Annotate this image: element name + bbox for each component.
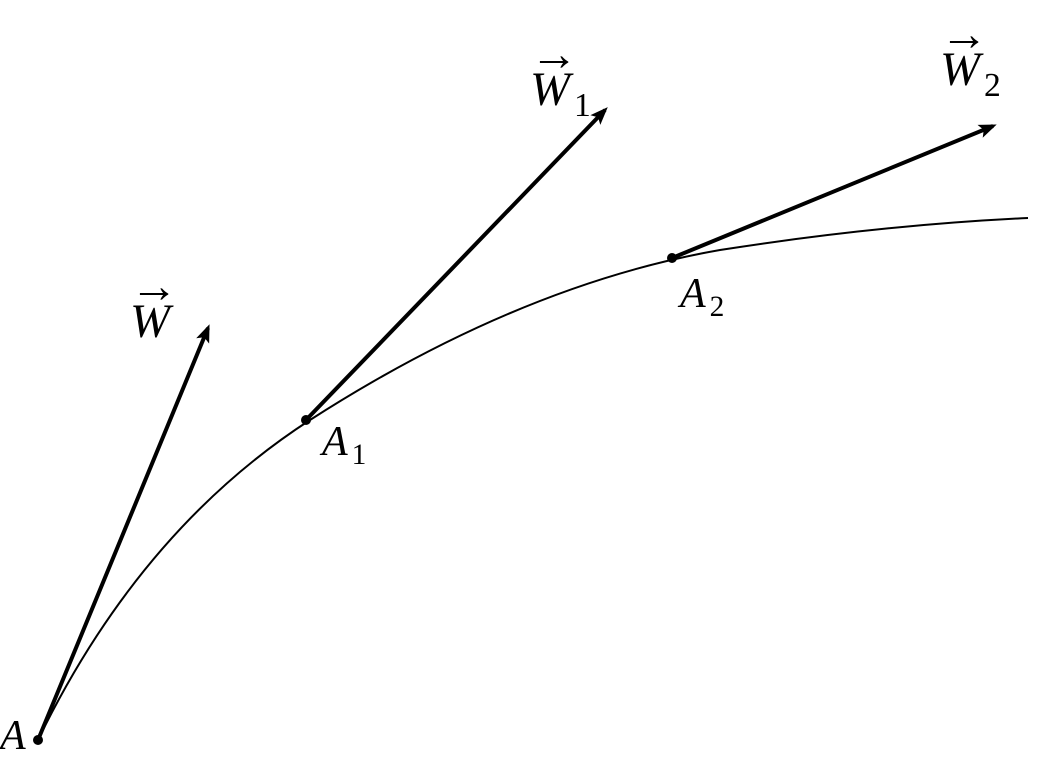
label-w2-arrow: → <box>940 28 1001 42</box>
label-w1-text: W <box>530 63 570 116</box>
label-w1-sub: 1 <box>574 87 591 124</box>
diagram-svg <box>0 0 1050 776</box>
vector-w1 <box>306 110 605 420</box>
label-w: → W <box>130 280 176 349</box>
label-w-text: W <box>130 295 170 348</box>
label-w2: → W2 <box>940 28 1001 105</box>
vector-w <box>38 328 208 740</box>
label-w1-arrow: → <box>530 48 591 62</box>
trajectory-curve <box>38 218 1028 740</box>
label-a1-text: A <box>322 419 348 465</box>
point-a <box>33 735 43 745</box>
label-a2-sub: 2 <box>710 291 725 323</box>
label-a2-text: A <box>680 271 706 317</box>
label-w-arrow: → <box>130 280 176 294</box>
label-a1: A1 <box>322 418 366 472</box>
label-a2: A2 <box>680 270 724 324</box>
label-a-text: A <box>0 713 26 759</box>
vector-w2 <box>672 126 993 258</box>
label-a1-sub: 1 <box>352 439 367 471</box>
point-a2 <box>667 253 677 263</box>
point-a1 <box>301 415 311 425</box>
label-w1: → W1 <box>530 48 591 125</box>
label-a: A <box>0 712 26 760</box>
label-w2-text: W <box>940 43 980 96</box>
label-w2-sub: 2 <box>984 67 1001 104</box>
